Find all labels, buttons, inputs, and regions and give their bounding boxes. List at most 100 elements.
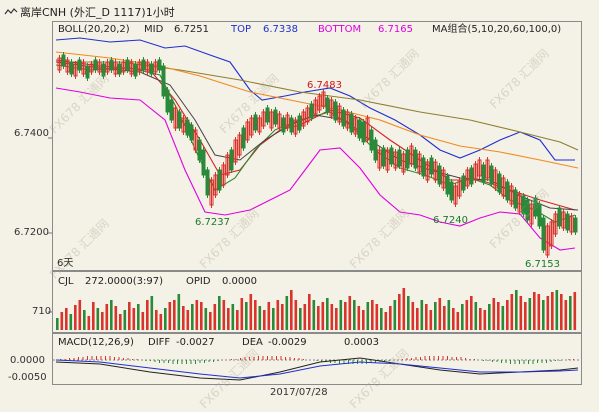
candle bbox=[285, 114, 290, 129]
opid-label: OPID bbox=[186, 276, 211, 287]
volume-bar bbox=[101, 312, 104, 330]
candle bbox=[73, 63, 78, 77]
candle bbox=[185, 119, 190, 136]
candle bbox=[161, 65, 166, 97]
candle bbox=[433, 161, 438, 181]
volume-bar bbox=[285, 296, 289, 330]
candle bbox=[413, 149, 418, 169]
candle bbox=[205, 169, 210, 196]
candle bbox=[121, 61, 126, 73]
volume-bar bbox=[191, 304, 194, 330]
candle bbox=[241, 127, 246, 149]
volume-bar bbox=[515, 290, 518, 330]
volume-bar bbox=[96, 308, 100, 330]
candle bbox=[489, 165, 494, 185]
volume-bar bbox=[474, 302, 478, 330]
candle bbox=[425, 161, 430, 181]
volume-bar bbox=[60, 312, 64, 330]
ma-label: MA组合(5,10,20,60,100,0) bbox=[432, 24, 562, 35]
candle bbox=[361, 121, 366, 143]
candle bbox=[369, 129, 374, 151]
candle bbox=[57, 57, 62, 71]
volume-bar bbox=[438, 298, 442, 330]
volume-bar bbox=[542, 300, 545, 330]
candle bbox=[97, 61, 102, 73]
candle bbox=[193, 129, 198, 151]
volume-bar bbox=[371, 300, 374, 330]
candle bbox=[365, 117, 370, 141]
volume-bar bbox=[416, 308, 419, 330]
candle bbox=[457, 179, 462, 197]
diff-value: -0.0027 bbox=[176, 337, 215, 348]
candle bbox=[565, 213, 570, 231]
candle bbox=[349, 113, 354, 133]
candle bbox=[549, 221, 554, 247]
candle bbox=[465, 169, 470, 187]
chart-pattern-icon[interactable] bbox=[4, 3, 18, 22]
candle bbox=[417, 153, 422, 173]
volume-bar bbox=[362, 310, 365, 330]
price-axis-label-1: 6.7400 bbox=[14, 128, 49, 139]
bottom-label: BOTTOM bbox=[318, 24, 362, 35]
volume-bar bbox=[249, 294, 253, 330]
volume-bar bbox=[263, 310, 266, 330]
volume-bar bbox=[470, 296, 473, 330]
volume-bar bbox=[492, 298, 496, 330]
volume-bar bbox=[110, 300, 113, 330]
volume-bar bbox=[146, 300, 149, 330]
candle bbox=[461, 175, 466, 191]
volume-bar bbox=[407, 296, 410, 330]
volume-bar bbox=[137, 304, 140, 330]
candle bbox=[541, 217, 546, 251]
volume-bar bbox=[69, 314, 73, 330]
candle bbox=[233, 139, 238, 163]
candle bbox=[141, 59, 146, 71]
volume-bar bbox=[461, 304, 464, 330]
candle bbox=[517, 193, 522, 213]
candle bbox=[429, 157, 434, 175]
candle bbox=[553, 213, 558, 235]
boll-label: BOLL(20,20,2) bbox=[58, 24, 130, 35]
candle bbox=[533, 197, 538, 217]
volume-bar bbox=[483, 310, 487, 330]
price-panel[interactable] bbox=[52, 21, 582, 271]
volume-bar bbox=[276, 300, 280, 330]
volume-bar bbox=[105, 304, 109, 330]
volume-bar bbox=[92, 302, 95, 330]
candle bbox=[481, 164, 486, 183]
boll-bottom-line bbox=[55, 87, 576, 251]
volume-panel[interactable] bbox=[52, 271, 582, 333]
candle bbox=[213, 174, 218, 196]
volume-bar bbox=[339, 300, 343, 330]
volume-bar bbox=[510, 294, 514, 330]
volume-bar bbox=[573, 292, 577, 330]
low-annotation-3: 6.7153 bbox=[525, 259, 560, 270]
macd-panel[interactable] bbox=[52, 333, 582, 385]
candle bbox=[149, 63, 154, 75]
candle bbox=[337, 105, 342, 123]
volume-bar bbox=[123, 310, 127, 330]
volume-bar bbox=[290, 290, 293, 330]
candle bbox=[353, 117, 358, 135]
volume-bar bbox=[519, 296, 523, 330]
candle bbox=[569, 215, 574, 233]
candle bbox=[537, 203, 542, 227]
candle bbox=[529, 203, 534, 225]
candle bbox=[477, 159, 482, 177]
candle bbox=[513, 189, 518, 209]
cjl-value: 272.0000(3:97) bbox=[85, 276, 163, 287]
volume-bar bbox=[537, 294, 541, 330]
candle bbox=[397, 149, 402, 167]
candle bbox=[85, 65, 90, 79]
candle bbox=[381, 147, 386, 167]
candle bbox=[277, 113, 282, 129]
volume-bar bbox=[312, 300, 316, 330]
candle bbox=[421, 157, 426, 177]
candle bbox=[265, 107, 270, 123]
volume-bar bbox=[479, 308, 482, 330]
macd-diff-line bbox=[55, 357, 579, 381]
macd-axis-label-2: -0.0050 bbox=[8, 372, 47, 383]
candle bbox=[385, 149, 390, 171]
volume-bar bbox=[497, 302, 500, 330]
candle bbox=[169, 99, 174, 121]
